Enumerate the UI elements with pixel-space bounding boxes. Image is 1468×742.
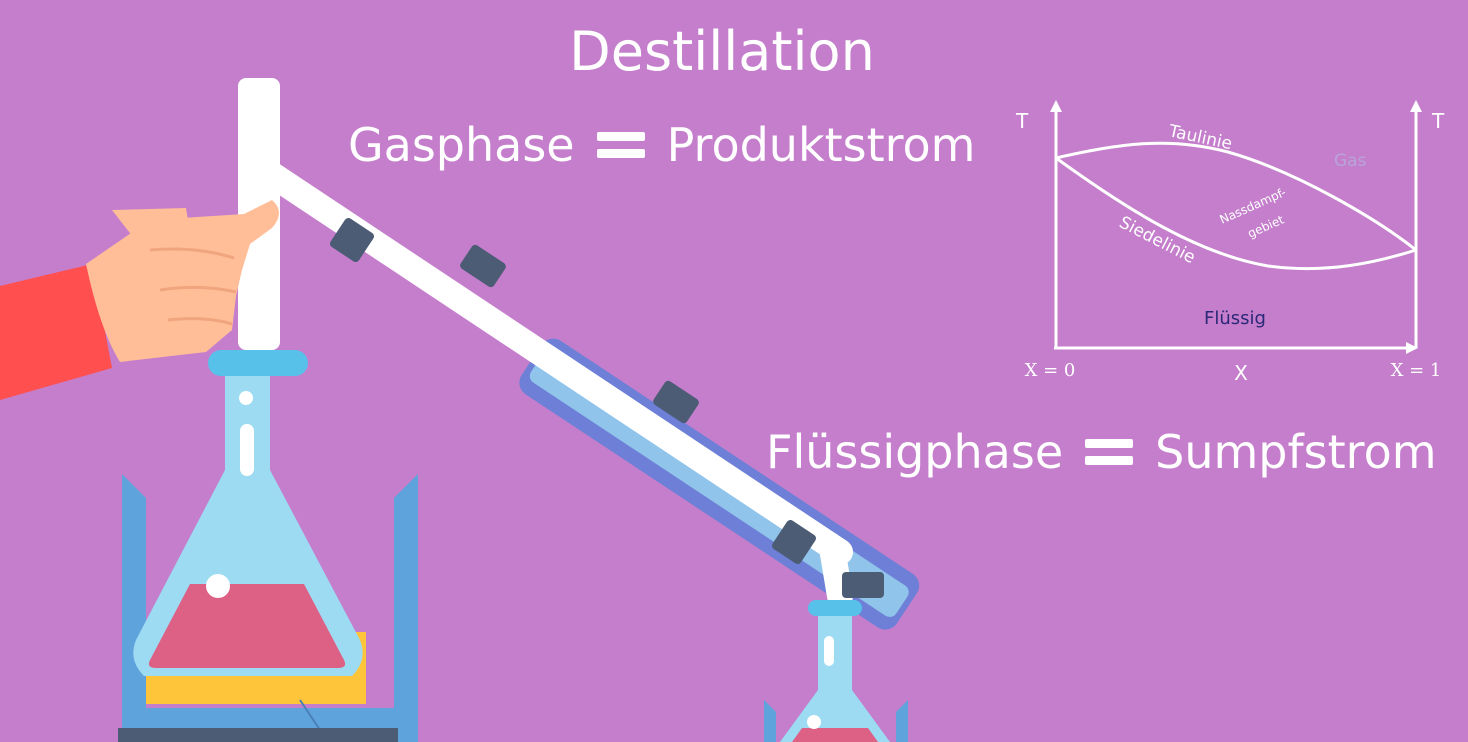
equation-gas: Gasphase Produktstrom [348,118,975,172]
liquid-region-label: Flüssig [1204,308,1266,329]
left-axis-arrow [1050,100,1062,112]
bottom-stream-label: Sumpfstrom [1155,425,1437,479]
product-stream-label: Produktstrom [666,118,976,172]
axis-right-label: T [1431,109,1445,133]
phase-diagram: T T X X = 0 X = 1 Taulinie Siedelinie Na… [1015,100,1445,385]
large-flask [133,350,363,676]
equals-icon [596,130,645,160]
axis-left-label: T [1015,109,1029,133]
equals-icon [1085,437,1134,467]
x-axis-label: X [1234,361,1248,385]
dew-line [1055,141,1417,252]
delivery-tube [249,155,884,609]
small-flask [764,600,908,742]
boiling-line [1055,156,1417,271]
gas-phase-label: Gasphase [348,118,575,172]
dew-line-label: Taulinie [1166,121,1234,154]
wet-steam-label-2: gebiet [1246,212,1287,240]
equation-liquid: Flüssigphase Sumpfstrom [766,425,1437,479]
gas-region-label: Gas [1334,151,1367,171]
hand [0,200,279,400]
page-title: Destillation [569,20,875,83]
x-left-label: X = 0 [1025,360,1076,381]
x-axis-arrow [1406,342,1418,354]
right-axis-arrow [1410,100,1422,112]
x-right-label: X = 1 [1391,360,1442,381]
liquid-phase-label: Flüssigphase [766,425,1064,479]
